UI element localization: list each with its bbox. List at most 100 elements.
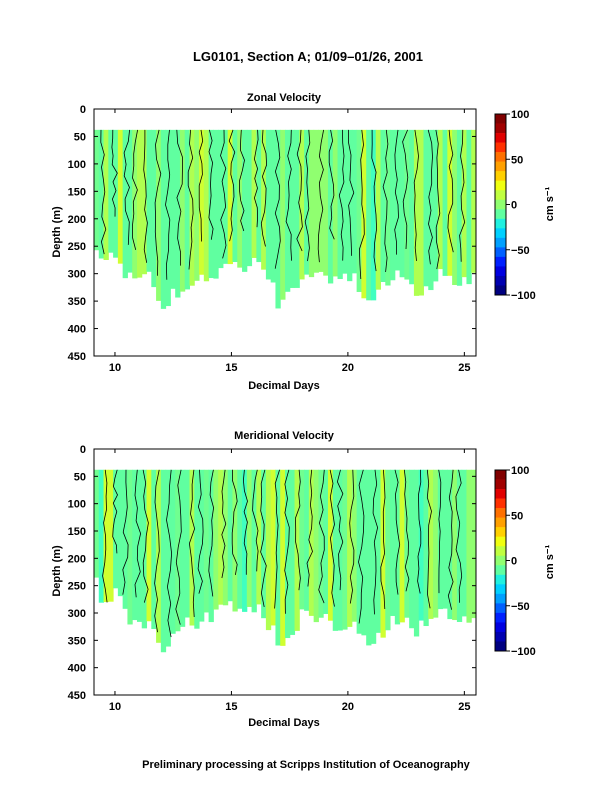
zonal-field-strip (203, 129, 210, 282)
meridional-field-strip (237, 469, 243, 609)
meridional-field-strip (285, 469, 291, 639)
meridional-field-strip (280, 469, 286, 646)
meridional-field-strip (471, 469, 477, 619)
zonal-field-strip (117, 129, 124, 264)
zonal-colorbar-tick-label: 100 (511, 109, 529, 121)
zonal-field-strip (327, 129, 334, 284)
meridional-field-strip (194, 469, 200, 629)
meridional-field-strip (418, 469, 424, 621)
zonal-ytick-label: 100 (68, 159, 86, 171)
meridional-plot-frame (93, 448, 477, 696)
meridional-ytick-label: 100 (68, 499, 86, 511)
zonal-contour-line (131, 129, 138, 251)
meridional-field-strip (347, 469, 353, 627)
meridional-colorbar-tick-label: −100 (511, 646, 536, 658)
meridional-velocity-plot: 0 50 100 150 200 250 300 350 400 450 10 15 20 25 (68, 444, 477, 713)
meridional-field-strip (94, 469, 100, 578)
meridional-field-strip (385, 469, 391, 631)
zonal-field-strip (136, 129, 143, 278)
zonal-field-strip (275, 129, 281, 309)
meridional-field-strip (261, 469, 267, 619)
meridional-field-strip (423, 469, 429, 627)
zonal-field-strip (347, 129, 353, 282)
zonal-field-strip (423, 129, 429, 287)
zonal-ytick-label: 400 (68, 324, 86, 336)
zonal-ytick-label: 50 (74, 131, 86, 143)
meridional-contour-line (284, 469, 290, 614)
meridional-field-strip (404, 469, 410, 618)
zonal-field-strip (227, 129, 233, 265)
zonal-contour-line (328, 129, 335, 240)
meridional-field-strip (160, 469, 167, 653)
meridional-field-strip (103, 469, 109, 603)
zonal-field-strip (308, 129, 315, 278)
zonal-field-strip (151, 129, 157, 288)
zonal-colorbar: 100 50 0 −50 −100 (494, 109, 536, 302)
zonal-field-strip (366, 129, 372, 301)
zonal-field-strip (356, 129, 362, 292)
zonal-contour-line (239, 129, 245, 232)
meridional-contour-line (252, 469, 259, 572)
meridional-field-strip (433, 469, 439, 618)
meridional-colorbar-swatch (495, 574, 506, 585)
meridional-contour-line (380, 469, 386, 610)
meridional-field-strip (265, 469, 272, 631)
zonal-field-strip (113, 129, 119, 258)
meridional-field-strip (213, 469, 219, 610)
zonal-contour-line (220, 129, 227, 259)
zonal-field-strip (156, 129, 162, 301)
zonal-colorbar-swatch (495, 275, 506, 286)
meridional-colorbar-tick-label: 0 (511, 556, 517, 568)
meridional-field-strip (447, 469, 453, 620)
meridional-field-strip (318, 469, 324, 618)
figure-title: LG0101, Section A; 01/09–01/26, 2001 (193, 49, 423, 64)
zonal-field-strip (222, 129, 229, 264)
zonal-field-strip (433, 129, 439, 282)
zonal-contour-line (459, 129, 466, 262)
footer-note: Preliminary processing at Scripps Instit… (142, 759, 471, 771)
zonal-field-strip (127, 129, 133, 273)
meridional-contour-line (134, 469, 142, 598)
meridional-contour-line (242, 469, 248, 575)
zonal-contour-line (296, 129, 303, 252)
zonal-colorbar-swatch (495, 123, 506, 134)
meridional-field-strip (184, 469, 190, 618)
zonal-colorbar-swatch (495, 247, 506, 258)
meridional-field-strip (370, 469, 377, 644)
zonal-contour-line (274, 129, 281, 269)
meridional-contour-line (349, 469, 355, 604)
zonal-ytick-label: 300 (68, 269, 86, 281)
meridional-xtick-label: 10 (109, 701, 121, 713)
zonal-field-strip (246, 129, 253, 267)
zonal-ytick-label: 150 (68, 186, 86, 198)
zonal-field-strip (165, 129, 171, 307)
meridional-field-strip (189, 469, 195, 626)
zonal-field (94, 129, 477, 309)
meridional-field-strip (380, 469, 386, 638)
zonal-field-strip (461, 129, 467, 278)
zonal-colorbar-swatch (495, 114, 506, 124)
meridional-ytick-label: 350 (68, 635, 86, 647)
meridional-field-strip (361, 469, 367, 636)
meridional-contour-line (318, 469, 325, 604)
zonal-contour-line (285, 129, 292, 261)
zonal-field-strip (242, 129, 248, 272)
meridional-colorbar-swatch (495, 612, 506, 623)
meridional-field-strip (165, 469, 171, 647)
zonal-contour-line (317, 129, 324, 263)
zonal-field-strip (146, 129, 152, 272)
zonal-field-strip (280, 129, 286, 300)
zonal-contour-line (338, 129, 345, 261)
zonal-field-strip (265, 129, 272, 280)
meridional-field-strip (227, 469, 233, 602)
meridional-contour-line (372, 469, 379, 615)
zonal-contour-line (100, 129, 107, 255)
zonal-ytick-label: 250 (68, 241, 86, 253)
zonal-contour-line (154, 129, 162, 276)
zonal-xtick-label: 25 (458, 362, 470, 374)
meridional-field-strip (146, 469, 152, 622)
zonal-field-strip (452, 129, 458, 285)
zonal-contour-line (394, 129, 399, 255)
meridional-ytick-label: 50 (74, 471, 86, 483)
